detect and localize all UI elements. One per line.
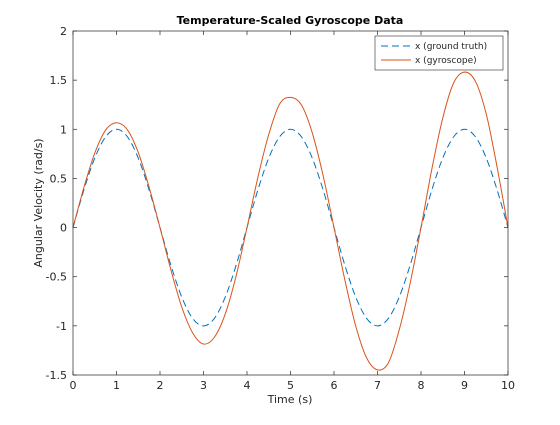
x-tick-label: 10 [501, 379, 515, 392]
x-tick-label: 1 [113, 379, 120, 392]
y-tick-label: 0.5 [50, 172, 68, 185]
y-tick-label: -1 [56, 320, 67, 333]
legend: x (ground truth) x (gyroscope) [374, 35, 504, 71]
x-axis-label: Time (s) [267, 393, 313, 406]
x-tick-label: 4 [244, 379, 251, 392]
ticks: 0 1 2 3 4 5 6 7 8 9 10 -1.5 -1 -0.5 0 0.5 1 1.5 2 [46, 25, 515, 392]
series-line-gyroscope [72, 71, 509, 371]
x-tick-label: 5 [287, 379, 294, 392]
x-tick-label: 9 [461, 379, 468, 392]
legend-label-gyroscope: x (gyroscope) [415, 56, 477, 66]
y-tick-label: 2 [60, 25, 67, 38]
plot-frame [72, 30, 509, 376]
y-axis-label: Angular Velocity (rad/s) [32, 138, 45, 267]
x-tick-label: 2 [157, 379, 164, 392]
y-tick-label: -1.5 [46, 369, 67, 382]
plot-area [73, 31, 508, 375]
y-tick-label: 1.5 [50, 74, 68, 87]
x-tick-label: 0 [70, 379, 77, 392]
x-tick-label: 6 [331, 379, 338, 392]
series-group [72, 71, 509, 371]
legend-label-ground-truth: x (ground truth) [415, 42, 487, 52]
x-tick-label: 7 [374, 379, 381, 392]
y-tick-label: 0 [60, 222, 67, 235]
x-tick-label: 3 [200, 379, 207, 392]
series-line-ground-truth [72, 128, 509, 327]
legend-box [374, 35, 504, 71]
x-tick-label: 8 [418, 379, 425, 392]
y-tick-label: 1 [60, 123, 67, 136]
y-tick-label: -0.5 [46, 271, 67, 284]
chart-title: Temperature-Scaled Gyroscope Data [177, 14, 404, 27]
